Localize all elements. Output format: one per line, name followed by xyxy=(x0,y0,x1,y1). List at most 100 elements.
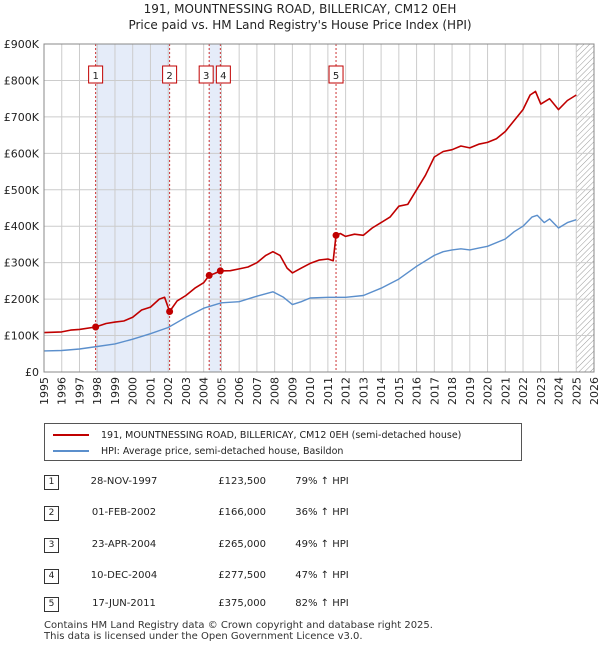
sale-number-badge: 3 xyxy=(44,538,59,553)
x-tick-label: 2020 xyxy=(482,377,495,405)
legend-item-property: 191, MOUNTNESSING ROAD, BILLERICAY, CM12… xyxy=(53,428,461,442)
sale-label-box: 1 xyxy=(88,65,104,84)
x-tick-label: 2006 xyxy=(233,377,246,405)
x-tick-label: 2004 xyxy=(198,377,211,405)
x-tick-label: 2012 xyxy=(340,377,353,405)
sale-label-frame xyxy=(328,65,344,84)
x-tick-label: 1996 xyxy=(56,377,69,405)
property-price-line xyxy=(43,90,577,334)
sale-period-band xyxy=(209,44,221,372)
sale-point xyxy=(92,323,100,331)
x-tick-label: 2026 xyxy=(588,377,600,405)
sale-label-number: 5 xyxy=(333,71,339,82)
sale-label-box: 2 xyxy=(162,65,178,84)
sale-price: £265,000 xyxy=(218,539,266,550)
x-tick-label: 2013 xyxy=(357,377,370,405)
sale-point xyxy=(166,308,174,316)
chart-title: 191, MOUNTNESSING ROAD, BILLERICAY, CM12… xyxy=(143,2,457,16)
x-tick-label: 1999 xyxy=(109,377,122,405)
plot-frame xyxy=(43,43,595,373)
sale-date: 17-JUN-2011 xyxy=(92,598,156,609)
y-tick-label: £200K xyxy=(4,293,40,306)
hpi-line xyxy=(43,214,577,352)
y-tick-label: £600K xyxy=(4,147,40,160)
x-tick-label: 2025 xyxy=(570,377,583,405)
sale-point xyxy=(205,271,213,279)
x-tick-label: 1995 xyxy=(38,377,51,405)
sale-hpi-change: 79% ↑ HPI xyxy=(295,476,349,487)
x-tick-label: 2000 xyxy=(127,377,140,405)
footer-copyright: Contains HM Land Registry data © Crown c… xyxy=(44,620,433,631)
x-tick-label: 2001 xyxy=(144,377,157,405)
sale-price: £375,000 xyxy=(218,598,266,609)
legend-swatch-hpi xyxy=(53,450,89,452)
future-projection-region xyxy=(576,44,594,372)
sale-point xyxy=(332,231,340,239)
y-tick-label: £300K xyxy=(4,257,40,270)
x-tick-label: 2009 xyxy=(286,377,299,405)
y-tick-label: £100K xyxy=(4,330,40,343)
sale-point xyxy=(216,267,224,275)
sale-number-badge: 5 xyxy=(44,597,59,612)
sale-label-box: 4 xyxy=(215,65,231,84)
sale-hpi-change: 36% ↑ HPI xyxy=(295,507,349,518)
sale-price: £277,500 xyxy=(218,570,266,581)
price-chart: £0 £100K £200K £300K £400K £500K £600K £700K £80… xyxy=(4,38,600,405)
x-tick-label: 2015 xyxy=(393,377,406,405)
x-tick-label: 1997 xyxy=(73,377,86,405)
sale-label-box: 5 xyxy=(328,65,344,84)
sale-date: 28-NOV-1997 xyxy=(90,476,158,487)
x-tick-label: 2014 xyxy=(375,377,388,405)
sale-date: 10-DEC-2004 xyxy=(90,570,158,581)
sale-price: £166,000 xyxy=(218,507,266,518)
table-row: 3 23-APR-2004 £265,000 49% ↑ HPI xyxy=(0,538,600,558)
sale-label-frame xyxy=(215,65,231,84)
chart-legend: 191, MOUNTNESSING ROAD, BILLERICAY, CM12… xyxy=(44,423,522,461)
sale-label-frame xyxy=(162,65,178,84)
legend-label-property: 191, MOUNTNESSING ROAD, BILLERICAY, CM12… xyxy=(101,429,462,441)
sale-label-box: 3 xyxy=(198,65,214,84)
x-tick-label: 2002 xyxy=(162,377,175,405)
footer-licence: This data is licensed under the Open Gov… xyxy=(44,631,363,642)
sale-label-frame xyxy=(198,65,214,84)
x-tick-label: 2023 xyxy=(535,377,548,405)
x-tick-label: 2018 xyxy=(446,377,459,405)
x-tick-label: 2003 xyxy=(180,377,193,405)
y-tick-label: £500K xyxy=(4,184,40,197)
sale-hpi-change: 47% ↑ HPI xyxy=(295,570,349,581)
x-tick-label: 1998 xyxy=(91,377,104,405)
sale-price: £123,500 xyxy=(218,476,266,487)
sale-number-badge: 1 xyxy=(44,475,59,490)
x-tick-label: 2016 xyxy=(411,377,424,405)
table-row: 2 01-FEB-2002 £166,000 36% ↑ HPI xyxy=(0,506,600,526)
sale-number-badge: 2 xyxy=(44,506,59,521)
x-tick-label: 2008 xyxy=(269,377,282,405)
y-tick-label: £700K xyxy=(4,111,40,124)
legend-swatch-property xyxy=(53,434,89,436)
sale-label-number: 2 xyxy=(166,71,172,82)
y-tick-label: £900K xyxy=(4,38,40,51)
sale-date: 01-FEB-2002 xyxy=(91,507,157,518)
chart-subtitle: Price paid vs. HM Land Registry's House … xyxy=(128,18,472,32)
x-tick-label: 2011 xyxy=(322,377,335,405)
x-tick-label: 2024 xyxy=(553,377,566,405)
sale-number-badge: 4 xyxy=(44,569,59,584)
sale-hpi-change: 82% ↑ HPI xyxy=(295,598,349,609)
x-tick-label: 2017 xyxy=(428,377,441,405)
x-tick-label: 2007 xyxy=(251,377,264,405)
sale-label-number: 4 xyxy=(220,71,226,82)
y-tick-label: £0 xyxy=(25,366,39,379)
x-tick-label: 2005 xyxy=(215,377,228,405)
x-tick-label: 2022 xyxy=(517,377,530,405)
sale-label-number: 3 xyxy=(203,71,209,82)
x-tick-label: 2019 xyxy=(464,377,477,405)
sale-label-frame xyxy=(88,65,104,84)
sale-date: 23-APR-2004 xyxy=(91,539,157,550)
table-row: 4 10-DEC-2004 £277,500 47% ↑ HPI xyxy=(0,569,600,589)
legend-label-hpi: HPI: Average price, semi-detached house,… xyxy=(101,445,344,457)
sale-label-number: 1 xyxy=(92,71,98,82)
x-tick-label: 2021 xyxy=(499,377,512,405)
sale-hpi-change: 49% ↑ HPI xyxy=(295,539,349,550)
table-row: 5 17-JUN-2011 £375,000 82% ↑ HPI xyxy=(0,597,600,617)
y-tick-label: £800K xyxy=(4,74,40,87)
